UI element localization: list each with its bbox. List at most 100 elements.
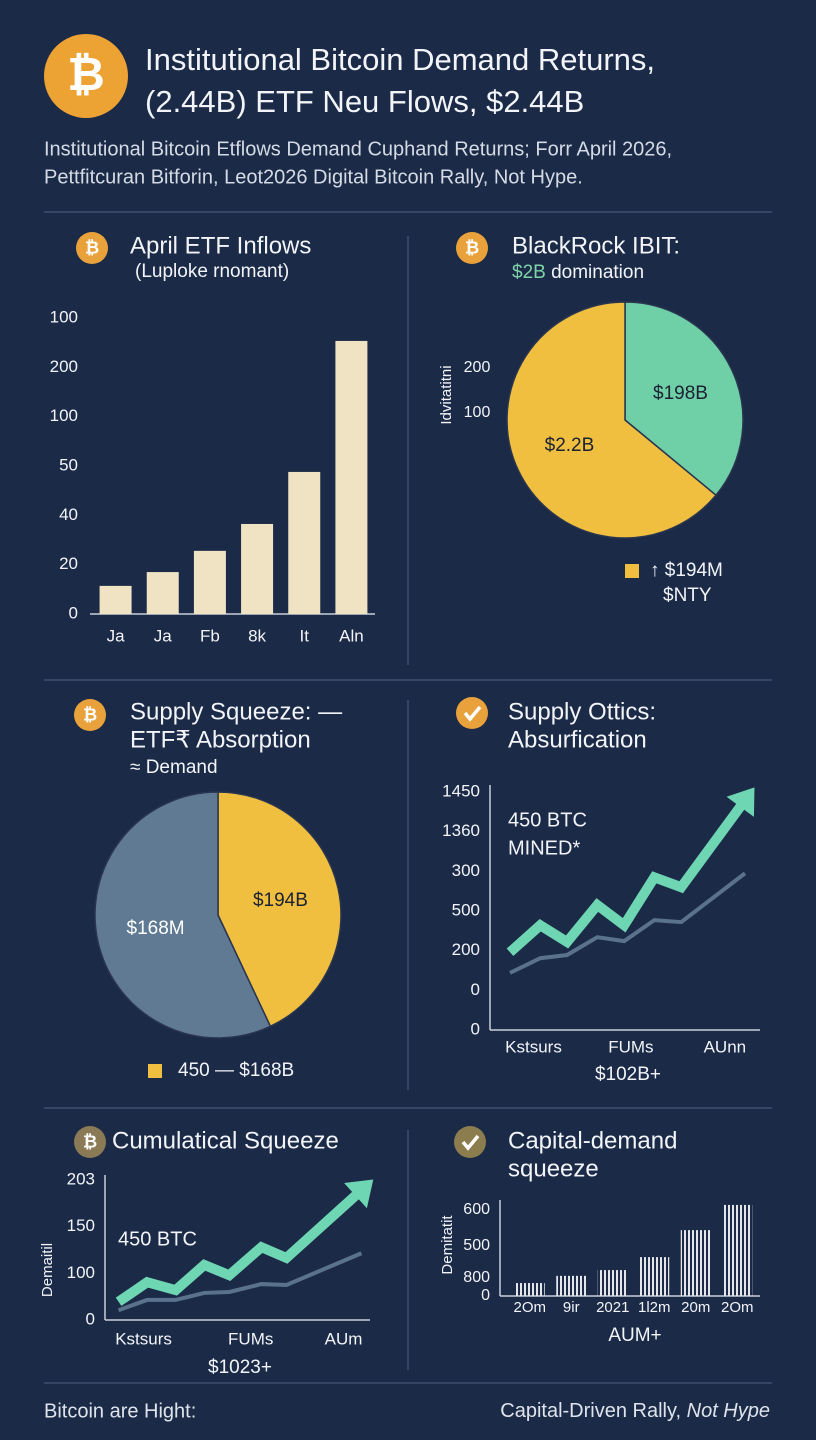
y-tick-label: 100 [50,307,78,326]
x-tick-label: Kstsurs [505,1037,562,1056]
header-icon [44,34,128,118]
footer-right: Capital-Driven Rally, Not Hype [500,1400,770,1422]
footnote: $1023+ [208,1357,272,1378]
x-tick-label: It [300,626,310,645]
x-tick-label: 9ir [563,1299,580,1316]
y-tick-label: 0 [471,980,480,999]
chart-title: BlackRock IBIT: [512,232,680,259]
x-tick-label: Ja [154,626,173,645]
annotation: 450 BTC [508,809,587,831]
y-tick-label: 20 [59,554,78,573]
x-tick-label: 2Om [513,1299,546,1316]
slice-label: $194B [253,890,308,911]
x-tick-label: 2021 [596,1299,629,1316]
section-icon-symbol: ₿ [83,705,97,725]
y-tick-label: 500 [463,1237,490,1254]
legend-swatch [148,1064,162,1078]
y-tick-label: 100 [67,1263,95,1282]
section-icon-symbol: ₿ [85,238,99,258]
section-icon [74,1126,106,1158]
bar [335,340,368,614]
subtitle-part: (Luploke rnomant) [135,261,289,282]
x-tick-label: AUnn [704,1037,747,1056]
y-tick-label: 800 [463,1269,490,1286]
footnote: AUM+ [608,1325,661,1346]
bar [288,471,321,614]
arrowhead [726,787,755,817]
line [509,871,747,975]
x-tick-label: Kstsurs [115,1329,172,1348]
line [506,797,750,956]
y-tick-label: 500 [452,900,480,919]
chart-title: April ETF Inflows [130,232,311,259]
side-label: 200 [464,359,491,376]
y-axis-label: Idvitatitni [438,365,455,424]
legend-label: ↑ $194M [650,560,723,581]
x-tick-label: AUm [325,1329,363,1348]
section-icon [456,232,488,264]
chart-title: ETF₹ Absorption [130,726,311,753]
y-tick-label: 0 [471,1019,480,1038]
x-tick-label: Ja [107,626,126,645]
pie-slice [94,791,272,1039]
section-icon [454,1126,486,1158]
check-icon [463,705,482,722]
title: Institutional Bitcoin Demand Returns, [145,42,655,77]
x-tick-label: FUMs [228,1329,273,1348]
footnote: $102B+ [595,1064,661,1085]
bar [597,1270,628,1296]
section-icon-symbol: ₿ [83,1132,97,1152]
legend-label: $NTY [663,585,712,606]
y-tick-label: 600 [463,1201,490,1218]
y-axis-label: Demaitil [39,1243,56,1297]
annotation: MINED* [508,837,580,859]
footer-text: Capital-Driven Rally, [500,1400,686,1422]
legend-swatch [625,564,639,578]
y-tick-label: 150 [67,1216,95,1235]
arrowhead [344,1179,374,1209]
footer-emphasis: Not Hype [687,1400,770,1422]
side-label: 100 [464,404,491,421]
bar [680,1230,711,1296]
x-tick-label: FUMs [608,1037,653,1056]
x-tick-label: 8k [248,626,266,645]
y-tick-label: 1360 [442,821,480,840]
x-tick-label: Aln [339,626,364,645]
section-icon [74,699,106,731]
bar [146,572,179,614]
section-icon [456,697,488,729]
description: Institutional Bitcoin Etflows Demand Cup… [44,138,672,160]
line [117,1251,363,1313]
x-tick-label: 2Om [721,1299,754,1316]
bar [241,523,274,614]
title: (2.44B) ETF Neu Flows, $2.44B [145,84,584,119]
check-icon [461,1134,480,1151]
slice-label: $198B [653,383,708,404]
subtitle-part: $2B [512,262,546,283]
header-icon-symbol: ₿ [67,48,105,100]
chart-title: squeeze [508,1155,599,1182]
chart-title: Capital-demand [508,1127,677,1154]
y-tick-label: 0 [86,1309,95,1328]
y-axis-label: Demitatit [439,1215,456,1275]
line [115,1186,365,1306]
bar [639,1257,670,1296]
annotation: 450 BTC [118,1228,197,1250]
chart-subtitle: (Luploke rnomant) [135,261,289,282]
chart-title: Supply Squeeze: — [130,698,342,725]
legend-label: 450 — $168B [178,1060,294,1081]
x-tick-label: 1l2m [638,1299,671,1316]
footer-left: Bitcoin are Hight: [44,1400,196,1422]
bar [193,550,226,614]
pie-slice [624,301,744,497]
y-tick-label: 0 [481,1287,490,1304]
pie-slice [506,301,717,539]
x-tick-label: 20m [681,1299,710,1316]
bar [556,1275,587,1296]
chart-title: Cumulatical Squeeze [112,1127,339,1154]
y-tick-label: 100 [50,406,78,425]
chart-subtitle: ≈ Demand [130,757,218,778]
subtitle-part: domination [546,262,644,283]
y-tick-label: 203 [67,1169,95,1188]
